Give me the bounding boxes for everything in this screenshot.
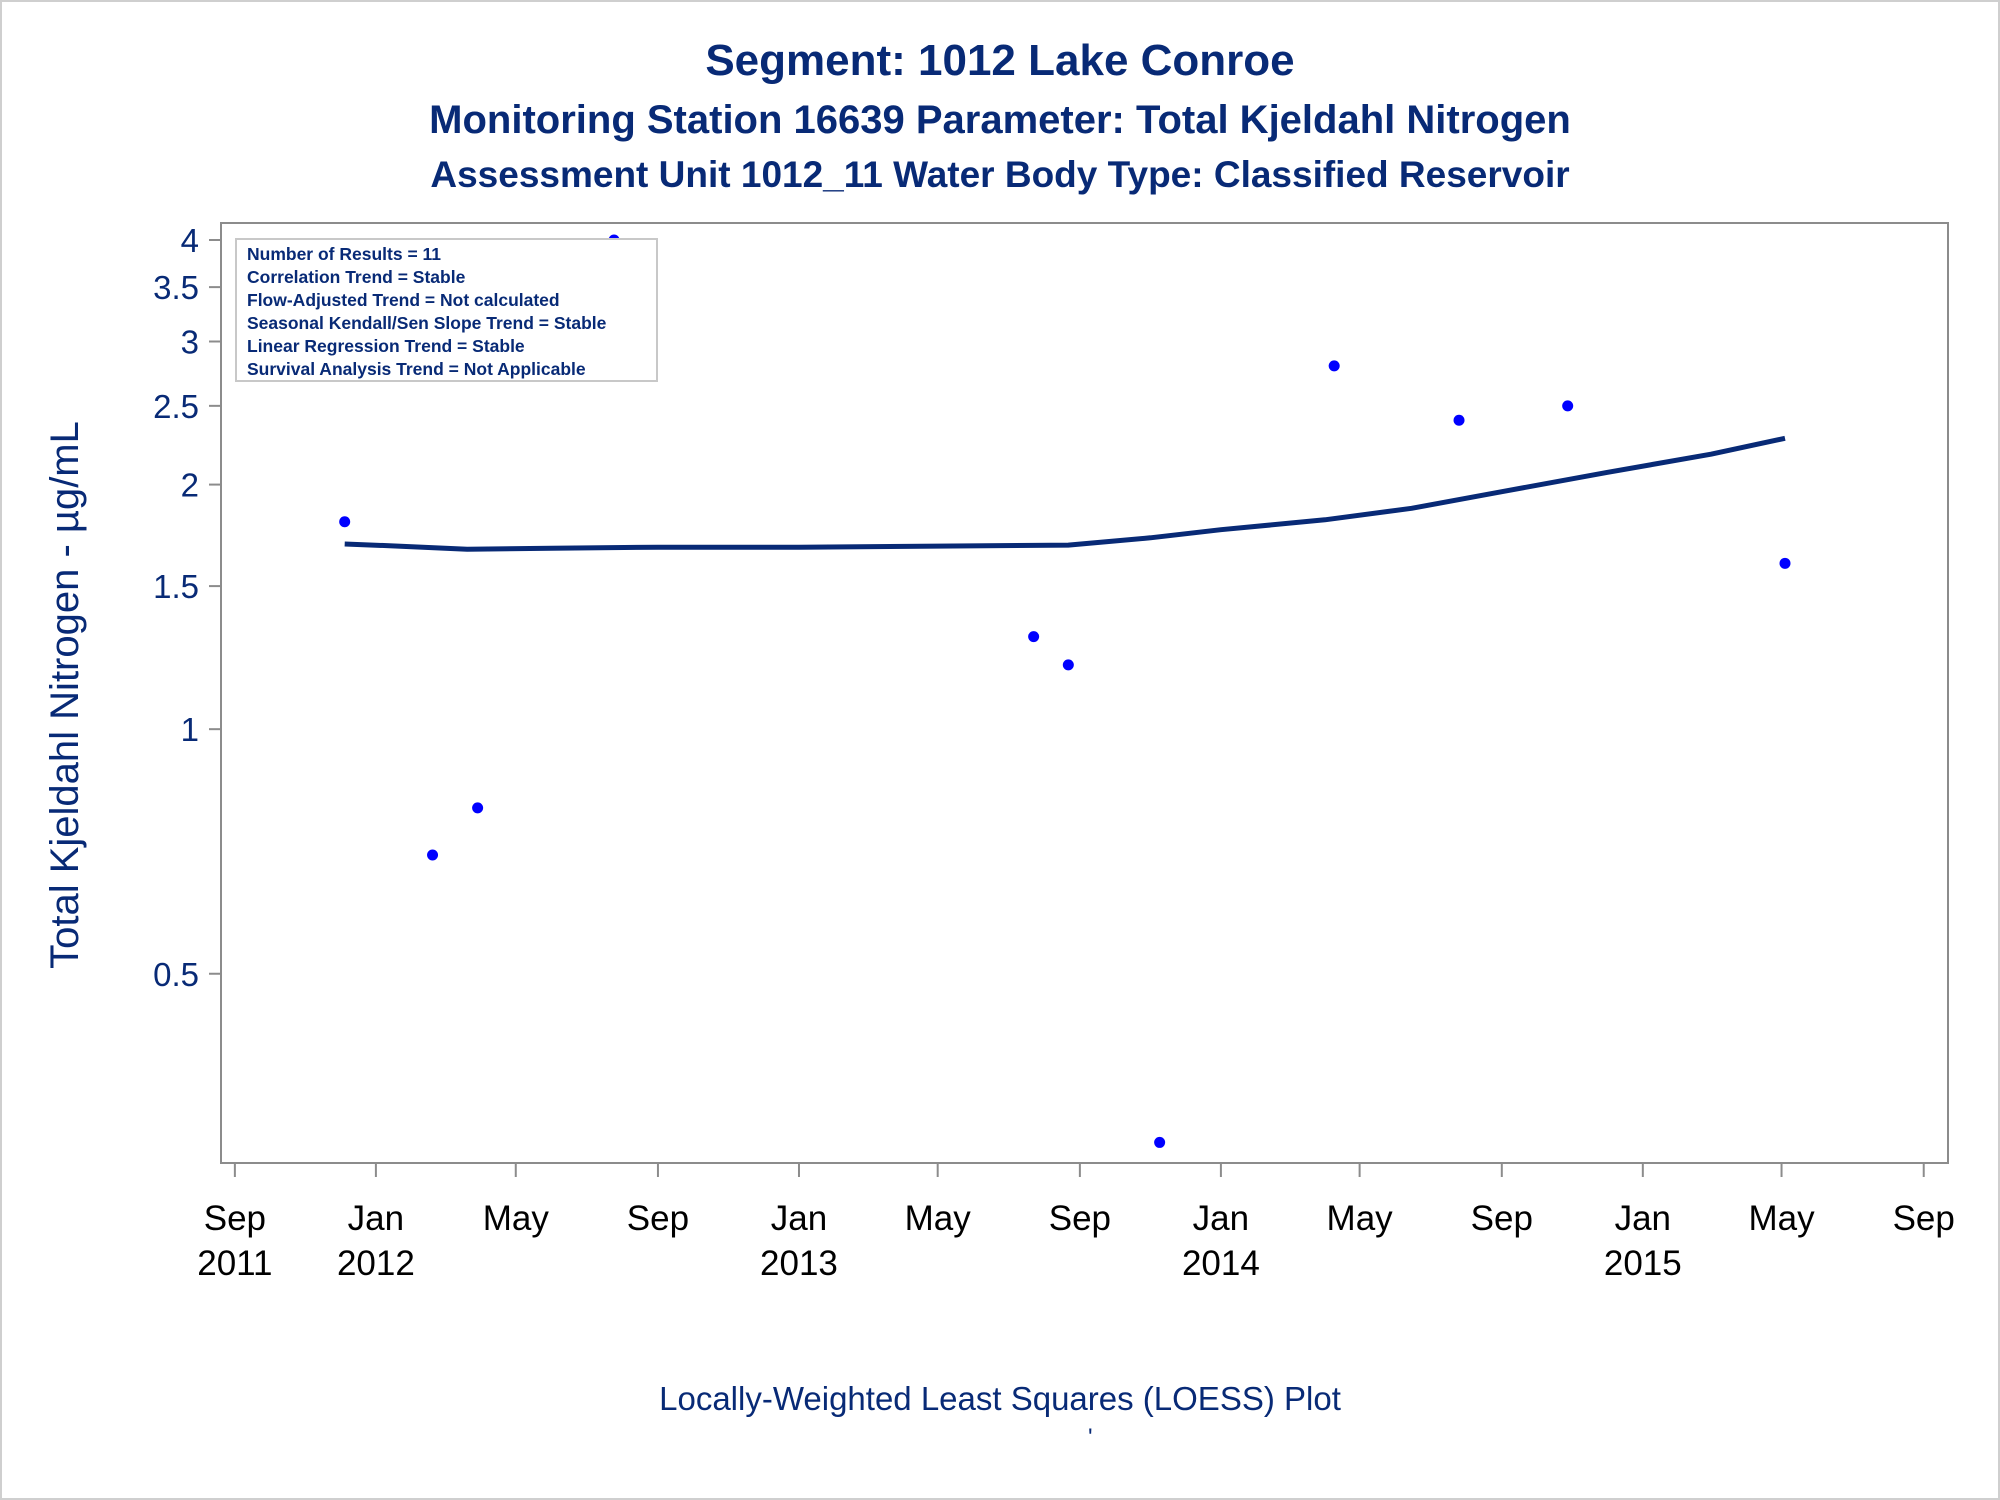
data-point [1062,659,1074,671]
y-tick-label: 2.5 [153,388,199,425]
data-point [1154,1136,1166,1148]
data-point [1328,360,1340,372]
chart-subtitle: Monitoring Station 16639 Parameter: Tota… [429,98,1571,142]
stats-line: Correlation Trend = Stable [247,267,466,287]
x-tick-year-label: 2011 [197,1244,272,1283]
stats-line: Survival Analysis Trend = Not Applicable [247,359,586,379]
x-tick-year-label: 2014 [1182,1244,1260,1283]
data-point [472,802,484,814]
x-tick-label: Sep [1893,1199,1955,1238]
x-tick-label: Jan [1193,1199,1249,1238]
y-tick-label: 1 [181,711,199,748]
axes: 4 3.5 3 2.5 2 1.5 1 0.5 Sep 2011 Jan 2012 May Sep Jan 2… [153,222,1955,1283]
y-tick-label: 3 [181,324,199,361]
x-tick-label: Sep [204,1199,266,1238]
x-tick-year-label: 2015 [1604,1244,1682,1283]
x-tick-label: May [1748,1199,1815,1238]
y-axis-label: Total Kjeldahl Nitrogen - µg/mL [43,421,87,969]
stats-line: Linear Regression Trend = Stable [247,336,525,356]
chart-subtitle-2: Assessment Unit 1012_11 Water Body Type:… [430,154,1570,195]
x-tick-label: May [905,1199,972,1238]
data-point [1562,400,1574,412]
x-tick-label: Sep [627,1199,689,1238]
loess-line [344,435,1786,552]
x-tick-label: Jan [1615,1199,1671,1238]
data-point [339,516,351,528]
x-tick-year-label: 2013 [760,1244,838,1283]
y-tick-label: 3.5 [153,269,199,306]
data-point [427,849,439,861]
y-tick-label: 4 [181,222,199,259]
stats-box: Number of Results = 11 Correlation Trend … [235,238,658,382]
x-tick-label: May [1327,1199,1394,1238]
x-tick-label: Jan [771,1199,827,1238]
data-point [1453,414,1465,426]
x-tick-label: May [483,1199,550,1238]
stats-line: Seasonal Kendall/Sen Slope Trend = Stabl… [247,313,607,333]
y-tick-label: 0.5 [153,956,199,993]
x-tick-year-label: 2012 [337,1244,415,1283]
y-tick-label: 2 [181,467,199,504]
plot-area [220,222,1949,1164]
stats-box-border [235,238,658,382]
data-point [1028,631,1040,643]
footer-caption: Locally-Weighted Least Squares (LOESS) P… [659,1380,1341,1417]
stats-line: Number of Results = 11 [247,244,441,264]
x-tick-label: Jan [348,1199,404,1238]
footer-mark: ' [1088,1424,1093,1451]
x-tick-label: Sep [1049,1199,1111,1238]
y-tick-label: 1.5 [153,568,199,605]
chart-title: Segment: 1012 Lake Conroe [705,36,1295,85]
data-point [1779,557,1791,569]
x-tick-label: Sep [1471,1199,1533,1238]
stats-line: Flow-Adjusted Trend = Not calculated [247,290,560,310]
loess-layer [344,435,1786,552]
